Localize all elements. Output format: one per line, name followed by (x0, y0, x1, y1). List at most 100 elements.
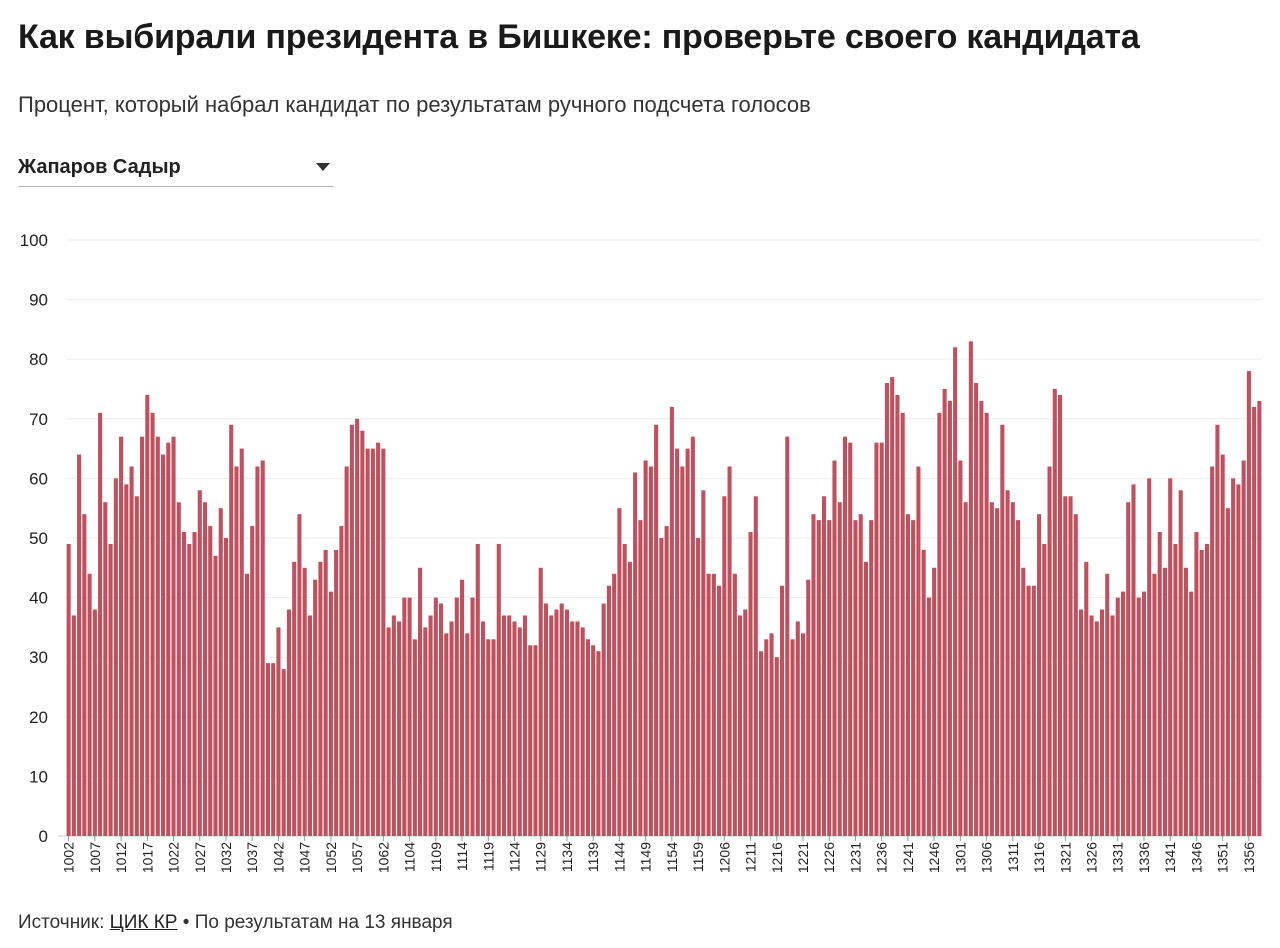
bar[interactable] (606, 585, 611, 836)
bar[interactable] (323, 549, 328, 836)
bar[interactable] (223, 538, 229, 836)
bar[interactable] (145, 394, 150, 836)
bar[interactable] (570, 621, 575, 836)
bar[interactable] (281, 669, 286, 836)
bar[interactable] (1089, 615, 1094, 836)
bar[interactable] (171, 436, 176, 836)
bar[interactable] (1236, 484, 1241, 836)
bar[interactable] (1068, 496, 1073, 836)
bar[interactable] (119, 436, 124, 836)
bar[interactable] (575, 621, 580, 836)
bar[interactable] (811, 514, 816, 836)
bar[interactable] (1131, 484, 1136, 836)
bar[interactable] (958, 460, 963, 836)
bar[interactable] (1231, 478, 1236, 836)
bar[interactable] (890, 377, 895, 836)
bar[interactable] (1120, 591, 1126, 836)
bar[interactable] (265, 663, 270, 836)
bar[interactable] (947, 400, 952, 836)
bar[interactable] (155, 436, 160, 836)
bar[interactable] (92, 609, 97, 836)
bar[interactable] (71, 615, 76, 836)
bar[interactable] (900, 412, 905, 836)
bar[interactable] (675, 448, 680, 836)
bar[interactable] (654, 424, 659, 836)
bar[interactable] (386, 627, 391, 836)
bar[interactable] (937, 412, 942, 836)
bar[interactable] (1094, 621, 1099, 836)
bar[interactable] (591, 645, 596, 836)
bar[interactable] (402, 597, 407, 836)
bar[interactable] (685, 448, 690, 836)
bar[interactable] (1047, 466, 1052, 836)
bar[interactable] (753, 496, 758, 836)
bar[interactable] (192, 532, 197, 836)
bar[interactable] (328, 591, 333, 836)
bar[interactable] (87, 573, 92, 836)
bar[interactable] (208, 526, 213, 836)
bar[interactable] (260, 460, 265, 836)
bar[interactable] (407, 597, 412, 836)
bar[interactable] (244, 573, 250, 836)
bar[interactable] (764, 639, 769, 836)
bar[interactable] (926, 597, 931, 836)
bar[interactable] (433, 597, 438, 836)
bar[interactable] (633, 472, 638, 836)
bar[interactable] (538, 567, 543, 836)
bar[interactable] (140, 436, 145, 836)
bar[interactable] (150, 412, 155, 836)
bar[interactable] (979, 400, 984, 836)
bar[interactable] (732, 573, 737, 836)
bar[interactable] (1204, 543, 1209, 836)
bar[interactable] (905, 514, 910, 836)
bar[interactable] (475, 543, 480, 836)
bar[interactable] (884, 383, 889, 836)
bar[interactable] (334, 549, 339, 836)
bar[interactable] (318, 561, 323, 836)
bar[interactable] (874, 442, 879, 836)
bar[interactable] (77, 454, 82, 836)
bar[interactable] (858, 514, 863, 836)
bar[interactable] (176, 502, 181, 836)
bar[interactable] (543, 603, 549, 836)
bar[interactable] (617, 508, 622, 836)
bar[interactable] (743, 609, 748, 836)
bar[interactable] (1099, 609, 1105, 836)
bar[interactable] (1178, 490, 1183, 836)
bar[interactable] (816, 520, 821, 836)
bar[interactable] (1052, 389, 1057, 836)
bar[interactable] (1110, 615, 1115, 836)
bar[interactable] (124, 484, 129, 836)
bar[interactable] (995, 508, 1000, 836)
bar[interactable] (853, 520, 858, 836)
bar[interactable] (638, 520, 643, 836)
bar[interactable] (391, 615, 396, 836)
bar[interactable] (1220, 454, 1225, 836)
bar[interactable] (480, 621, 486, 836)
bar[interactable] (827, 520, 832, 836)
bar[interactable] (612, 573, 617, 836)
bar[interactable] (932, 567, 937, 836)
bar[interactable] (895, 394, 900, 836)
bar[interactable] (717, 585, 722, 836)
bar[interactable] (129, 466, 134, 836)
bar[interactable] (627, 561, 632, 836)
bar[interactable] (297, 514, 302, 836)
bar[interactable] (355, 418, 360, 836)
bar[interactable] (187, 543, 192, 836)
bar[interactable] (795, 621, 800, 836)
bar[interactable] (601, 603, 606, 836)
bar[interactable] (916, 466, 921, 836)
bar[interactable] (911, 520, 916, 836)
bar[interactable] (103, 502, 108, 836)
bar[interactable] (349, 424, 354, 836)
bar[interactable] (1194, 532, 1199, 836)
bar[interactable] (848, 442, 853, 836)
bar[interactable] (381, 448, 386, 836)
bar[interactable] (727, 466, 732, 836)
bar[interactable] (428, 615, 433, 836)
bar[interactable] (1026, 585, 1031, 836)
bar[interactable] (276, 627, 281, 836)
bar[interactable] (596, 651, 601, 836)
bar[interactable] (701, 490, 706, 836)
